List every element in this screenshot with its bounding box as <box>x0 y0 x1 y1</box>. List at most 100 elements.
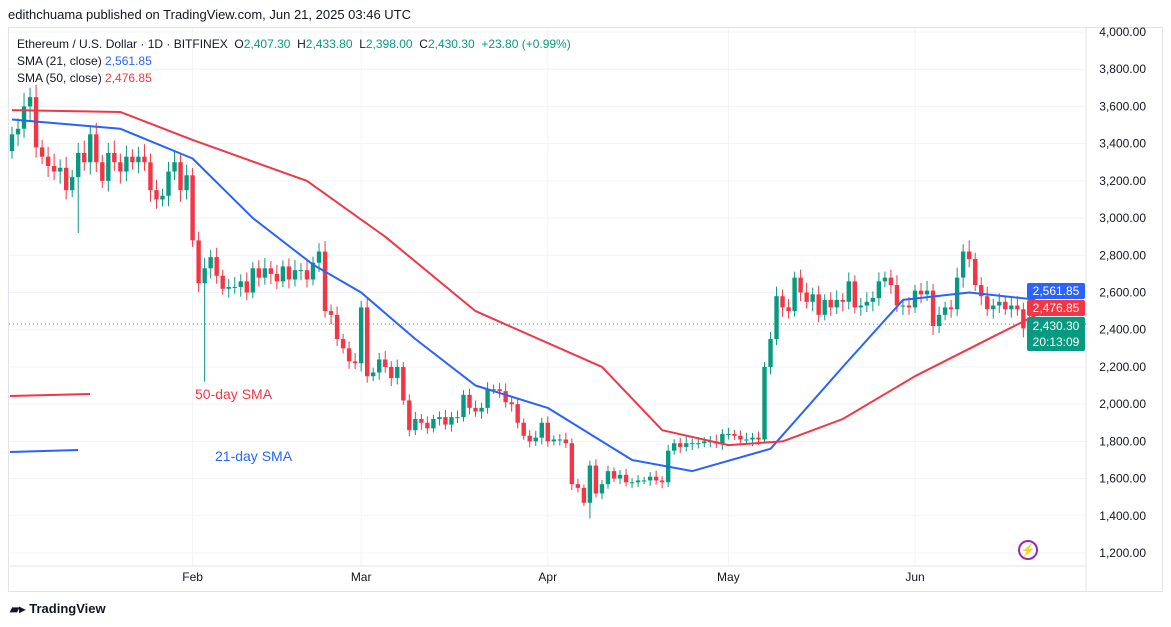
candle <box>635 475 641 487</box>
candle-body <box>762 366 767 440</box>
candle <box>377 352 382 380</box>
candle <box>527 430 532 448</box>
candle-body <box>527 435 532 442</box>
candle <box>774 286 779 346</box>
candle <box>21 93 27 138</box>
candle <box>786 298 791 319</box>
candle-body <box>678 443 683 447</box>
candle <box>563 432 569 448</box>
candle-body <box>828 299 833 308</box>
candle <box>852 275 857 314</box>
candle-body <box>51 165 57 172</box>
candle <box>804 282 809 309</box>
candle-body <box>106 152 111 181</box>
candle <box>647 471 653 486</box>
sma50-label: SMA (50, close) <box>17 71 102 85</box>
candle <box>39 139 45 165</box>
last-price: 2,430.30 <box>1032 319 1080 333</box>
candle <box>352 353 358 369</box>
candle <box>497 383 502 399</box>
sma50-value: 2,476.85 <box>105 71 152 85</box>
close-label: C <box>419 37 428 51</box>
y-tick-label: 3,200.00 <box>1099 174 1146 188</box>
candle-body <box>88 134 93 163</box>
y-tick-label: 3,600.00 <box>1099 99 1146 113</box>
candle-body <box>623 474 629 483</box>
candle-body <box>834 299 839 308</box>
candle <box>232 277 237 294</box>
candle-body <box>894 285 900 306</box>
candle-body <box>960 251 966 278</box>
candle-body <box>1009 305 1014 310</box>
candle <box>726 427 731 440</box>
candle-body <box>780 296 785 308</box>
candle-body <box>647 476 653 481</box>
candle-body <box>491 389 496 391</box>
candle <box>611 467 617 483</box>
candle-body <box>924 290 930 295</box>
candle <box>340 333 346 354</box>
tradingview-footer[interactable]: ▰▸ TradingView <box>10 601 106 616</box>
candle <box>822 294 827 321</box>
candle <box>581 484 587 507</box>
candle <box>720 429 725 450</box>
candle <box>244 272 249 301</box>
sma50-legend[interactable]: SMA (50, close) 2,476.85 <box>17 70 571 87</box>
symbol-name[interactable]: Ethereum / U.S. Dollar · 1D · BITFINEX <box>17 37 228 51</box>
candle-body <box>605 471 611 485</box>
candle <box>900 298 906 315</box>
candle-body <box>443 417 448 425</box>
candle <box>587 460 593 519</box>
sma21-legend[interactable]: SMA (21, close) 2,561.85 <box>17 53 571 70</box>
candle-body <box>690 443 695 445</box>
candle <box>569 438 575 490</box>
y-tick-label: 2,200.00 <box>1099 360 1146 374</box>
candle <box>45 146 51 177</box>
candle <box>659 476 665 489</box>
candle <box>834 290 839 314</box>
candle <box>539 417 544 445</box>
candle-body <box>27 97 33 107</box>
y-tick-label: 3,800.00 <box>1099 62 1146 76</box>
publisher-line: edithchuama published on TradingView.com… <box>8 7 412 22</box>
candle-body <box>274 273 280 282</box>
candle <box>413 411 418 436</box>
candle <box>256 260 262 287</box>
candle <box>942 301 948 321</box>
candle-body <box>750 437 755 440</box>
sma50-annotation: 50-day SMA <box>195 386 273 402</box>
tradingview-brand-icon[interactable]: ⚡ <box>1018 540 1038 560</box>
candle-body <box>148 162 153 191</box>
candle <box>238 274 243 297</box>
candle <box>136 146 141 174</box>
candle-body <box>226 286 231 289</box>
candle <box>973 252 978 291</box>
candle-body <box>575 484 581 488</box>
candle <box>112 140 117 171</box>
candle-body <box>948 307 954 310</box>
candle <box>57 159 63 184</box>
candle <box>792 271 797 317</box>
candle <box>220 269 225 295</box>
candle-body <box>1015 305 1020 310</box>
candle <box>509 397 514 412</box>
candle <box>479 402 484 419</box>
candle-body <box>112 152 117 163</box>
candle <box>575 478 581 493</box>
candle <box>678 437 683 453</box>
candle <box>172 149 177 181</box>
candle <box>882 271 888 288</box>
candle <box>419 414 424 430</box>
candle-body <box>738 435 743 440</box>
candle-body <box>94 134 99 163</box>
sma50-price-tag: 2,476.85 <box>1027 300 1085 316</box>
x-tick-label: Mar <box>351 570 372 584</box>
candle <box>485 382 490 414</box>
candle-body <box>804 292 809 302</box>
candle-body <box>888 277 894 286</box>
candle-body <box>672 443 677 451</box>
candle-body <box>756 437 761 440</box>
candle <box>515 397 520 429</box>
candle-body <box>533 437 538 442</box>
